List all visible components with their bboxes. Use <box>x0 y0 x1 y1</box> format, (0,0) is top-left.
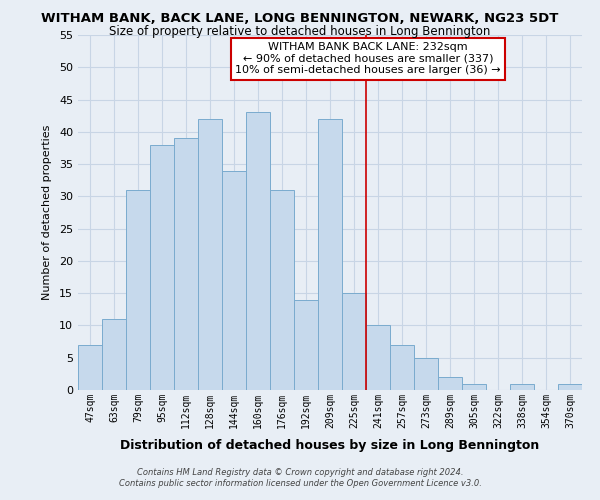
Bar <box>222 170 246 390</box>
Bar <box>342 293 366 390</box>
Bar <box>510 384 534 390</box>
Bar <box>318 119 342 390</box>
Bar <box>366 326 390 390</box>
X-axis label: Distribution of detached houses by size in Long Bennington: Distribution of detached houses by size … <box>121 439 539 452</box>
Text: Size of property relative to detached houses in Long Bennington: Size of property relative to detached ho… <box>109 25 491 38</box>
Bar <box>126 190 150 390</box>
Bar <box>294 300 318 390</box>
Text: WITHAM BANK BACK LANE: 232sqm
← 90% of detached houses are smaller (337)
10% of : WITHAM BANK BACK LANE: 232sqm ← 90% of d… <box>235 42 500 76</box>
Bar <box>78 345 102 390</box>
Bar <box>390 345 414 390</box>
Bar <box>102 319 126 390</box>
Bar <box>438 377 462 390</box>
Text: WITHAM BANK, BACK LANE, LONG BENNINGTON, NEWARK, NG23 5DT: WITHAM BANK, BACK LANE, LONG BENNINGTON,… <box>41 12 559 26</box>
Bar <box>246 112 270 390</box>
Bar <box>462 384 486 390</box>
Text: Contains HM Land Registry data © Crown copyright and database right 2024.
Contai: Contains HM Land Registry data © Crown c… <box>119 468 481 487</box>
Bar <box>198 119 222 390</box>
Bar <box>558 384 582 390</box>
Bar <box>174 138 198 390</box>
Bar <box>270 190 294 390</box>
Bar <box>414 358 438 390</box>
Y-axis label: Number of detached properties: Number of detached properties <box>42 125 52 300</box>
Bar <box>150 144 174 390</box>
